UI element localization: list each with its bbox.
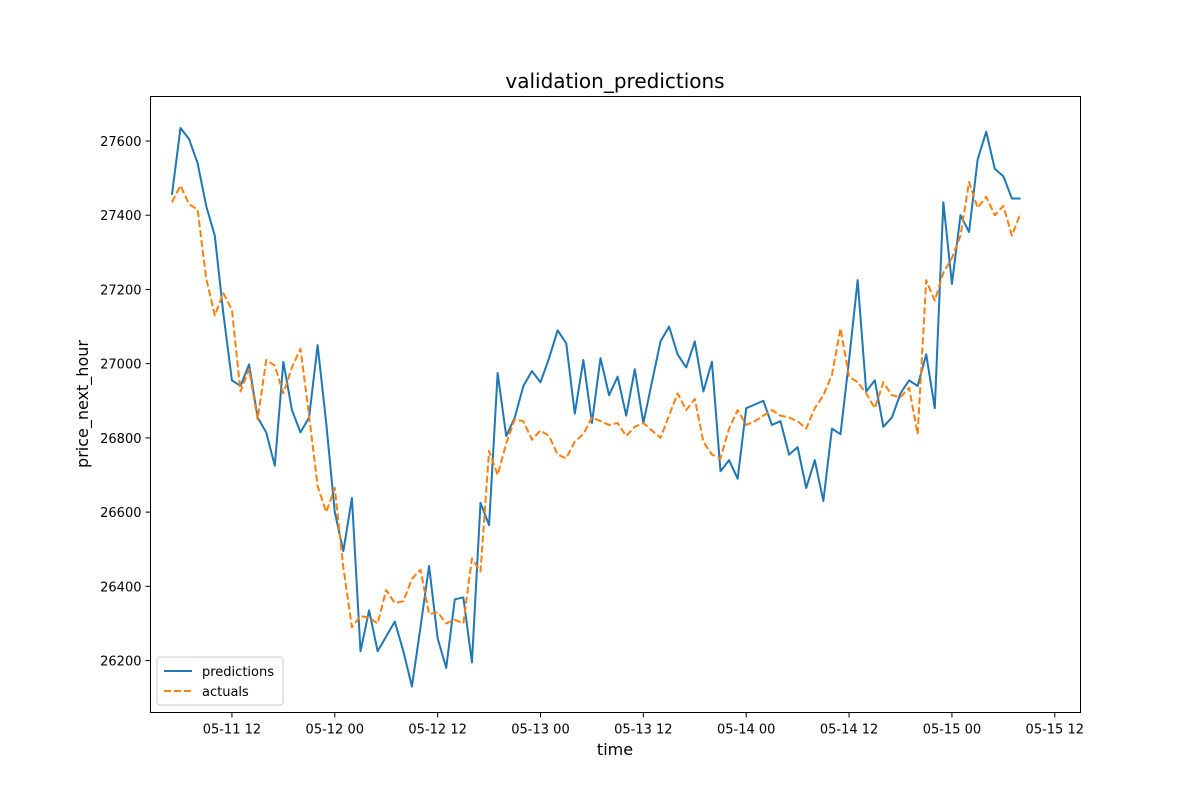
- series-layer: [170, 127, 1022, 688]
- x-tick-label: 05-14 00: [717, 723, 775, 738]
- x-tick-label: 05-13 12: [614, 723, 672, 738]
- x-tick-label: 05-12 12: [408, 723, 466, 738]
- plot-frame: [150, 96, 1081, 713]
- plot-area: [150, 96, 1081, 713]
- x-tick-label: 05-15 12: [1026, 723, 1084, 738]
- y-axis-label: price_next_hour: [73, 340, 93, 468]
- x-tick-label: 05-12 00: [306, 723, 364, 738]
- y-tick-label: 26600: [100, 506, 141, 521]
- chart-title: validation_predictions: [505, 69, 724, 93]
- y-tick-label: 27200: [100, 283, 141, 298]
- y-tick-label: 26400: [100, 580, 141, 595]
- x-tick-label: 05-15 00: [923, 723, 981, 738]
- x-tick-label: 05-13 00: [511, 723, 569, 738]
- x-axis-label: time: [597, 740, 633, 759]
- x-tick-label: 05-11 12: [203, 723, 261, 738]
- legend: predictions actuals: [156, 656, 284, 706]
- y-tick-label: 26200: [100, 655, 141, 670]
- y-tick-label: 27000: [100, 358, 141, 373]
- legend-frame: [156, 656, 284, 706]
- y-tick-label: 27400: [100, 209, 141, 224]
- legend-label-actuals: actuals: [202, 685, 249, 700]
- y-tick-label: 27600: [100, 135, 141, 150]
- y-axis: 26200 26400 26600 26800 27000 27200 27400 27600: [100, 135, 151, 670]
- series-line-predictions: [170, 127, 1021, 688]
- x-tick-label: 05-14 12: [820, 723, 878, 738]
- legend-label-predictions: predictions: [202, 665, 274, 680]
- x-axis: 05-11 12 05-12 00 05-12 12 05-13 00 05-13 12…: [203, 712, 1084, 738]
- series-line-actuals: [171, 180, 1022, 629]
- y-tick-label: 26800: [100, 432, 141, 447]
